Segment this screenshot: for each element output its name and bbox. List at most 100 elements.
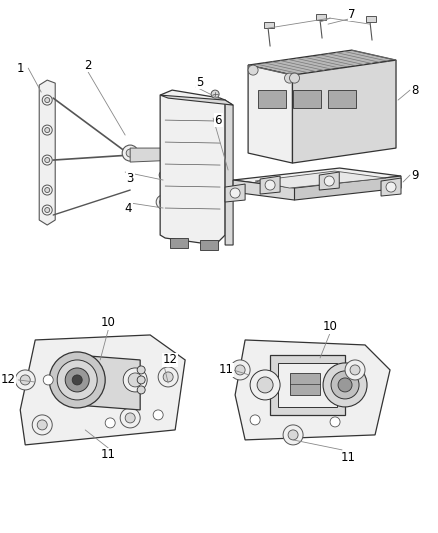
Polygon shape	[160, 90, 225, 245]
Circle shape	[122, 145, 138, 161]
Circle shape	[288, 430, 298, 440]
Circle shape	[330, 417, 340, 427]
Circle shape	[160, 198, 166, 206]
Circle shape	[386, 182, 396, 192]
Text: 8: 8	[411, 84, 419, 96]
Circle shape	[45, 98, 50, 102]
Polygon shape	[255, 171, 386, 188]
Text: 3: 3	[127, 172, 134, 184]
Bar	[290, 373, 320, 395]
Circle shape	[45, 188, 50, 192]
Circle shape	[45, 127, 50, 133]
Bar	[264, 22, 274, 28]
Circle shape	[248, 65, 258, 75]
Circle shape	[137, 386, 145, 394]
Polygon shape	[233, 168, 401, 188]
Circle shape	[250, 370, 280, 400]
Circle shape	[265, 180, 275, 190]
Text: 2: 2	[85, 59, 92, 71]
Circle shape	[324, 176, 334, 186]
Circle shape	[167, 152, 173, 158]
Bar	[258, 90, 286, 108]
Text: 12: 12	[162, 353, 178, 367]
Circle shape	[230, 360, 250, 380]
Text: 11: 11	[101, 448, 116, 462]
Circle shape	[159, 171, 167, 179]
Polygon shape	[160, 95, 233, 105]
Polygon shape	[248, 50, 396, 75]
Circle shape	[105, 418, 115, 428]
Circle shape	[43, 375, 53, 385]
Polygon shape	[381, 178, 401, 196]
Text: 7: 7	[348, 7, 356, 21]
Circle shape	[250, 415, 260, 425]
Circle shape	[156, 195, 170, 209]
Circle shape	[32, 415, 52, 435]
Circle shape	[137, 376, 145, 384]
Circle shape	[283, 425, 303, 445]
Circle shape	[158, 367, 178, 387]
Bar	[366, 16, 376, 22]
Polygon shape	[319, 172, 339, 190]
Polygon shape	[225, 184, 245, 202]
Circle shape	[164, 149, 176, 161]
Circle shape	[37, 420, 47, 430]
Circle shape	[350, 365, 360, 375]
Bar	[328, 90, 356, 108]
Bar	[200, 240, 218, 250]
Circle shape	[285, 73, 294, 83]
Polygon shape	[294, 176, 401, 200]
Circle shape	[230, 188, 240, 198]
Polygon shape	[225, 100, 233, 245]
Text: 11: 11	[341, 451, 356, 464]
Text: 10: 10	[323, 320, 338, 334]
Text: 1: 1	[17, 62, 24, 75]
Text: 10: 10	[101, 317, 116, 329]
Circle shape	[137, 366, 145, 374]
Polygon shape	[235, 340, 390, 440]
Circle shape	[211, 90, 219, 98]
Polygon shape	[130, 148, 177, 162]
Circle shape	[235, 365, 245, 375]
Circle shape	[123, 368, 147, 392]
Circle shape	[163, 372, 173, 382]
Bar	[293, 90, 321, 108]
Text: 11: 11	[219, 364, 233, 376]
Circle shape	[42, 205, 52, 215]
Circle shape	[128, 373, 142, 387]
Polygon shape	[75, 355, 140, 410]
Circle shape	[65, 368, 89, 392]
Circle shape	[290, 73, 300, 83]
Circle shape	[345, 360, 365, 380]
Polygon shape	[39, 80, 55, 225]
Bar	[278, 363, 337, 407]
Bar	[170, 238, 188, 248]
Text: 9: 9	[411, 168, 419, 182]
Circle shape	[120, 408, 140, 428]
Circle shape	[126, 149, 134, 157]
Circle shape	[42, 155, 52, 165]
Polygon shape	[20, 335, 185, 445]
Text: 6: 6	[214, 114, 222, 126]
Circle shape	[42, 125, 52, 135]
Circle shape	[257, 377, 273, 393]
Polygon shape	[248, 65, 293, 163]
Bar	[270, 355, 345, 415]
Polygon shape	[293, 60, 396, 163]
Circle shape	[42, 185, 52, 195]
Text: 4: 4	[124, 201, 132, 215]
Polygon shape	[233, 180, 294, 200]
Circle shape	[153, 410, 163, 420]
Circle shape	[125, 413, 135, 423]
Circle shape	[20, 375, 30, 385]
Circle shape	[331, 371, 359, 399]
Circle shape	[49, 352, 105, 408]
Circle shape	[15, 370, 35, 390]
Circle shape	[45, 158, 50, 163]
Text: 5: 5	[197, 76, 204, 88]
Bar	[316, 14, 326, 20]
Text: 12: 12	[1, 374, 16, 386]
Circle shape	[338, 378, 352, 392]
Circle shape	[72, 375, 82, 385]
Circle shape	[323, 363, 367, 407]
